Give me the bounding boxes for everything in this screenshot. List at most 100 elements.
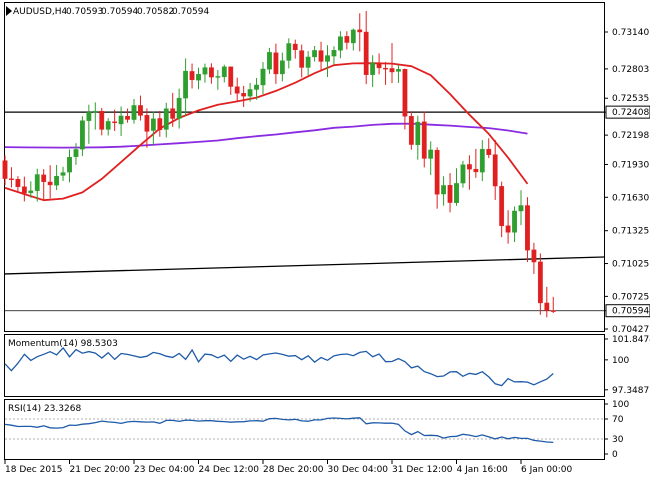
candle-body: [99, 110, 105, 130]
candle-body: [92, 110, 98, 113]
candle: [215, 69, 221, 90]
candle: [176, 88, 182, 129]
candle: [196, 67, 201, 90]
candle-body: [208, 67, 214, 78]
time-tick-label: 31 Dec 12:00: [392, 465, 453, 475]
candle-body: [544, 302, 550, 311]
candle-body: [21, 186, 27, 194]
candle-body: [221, 66, 227, 78]
candle-body: [86, 112, 92, 121]
candle: [170, 92, 176, 127]
candle-body: [2, 160, 8, 179]
candle: [376, 53, 382, 75]
price-axis: 0.73140 0.72803 0.72535 0.72408 0.72198 0.719…: [604, 28, 650, 335]
price-tick-label: 0.70594: [612, 307, 649, 317]
candle: [467, 155, 472, 190]
ohlc-low: 0.70582: [137, 7, 174, 17]
candle: [99, 107, 105, 136]
candle-body: [492, 154, 498, 187]
candle-body: [473, 168, 479, 173]
candle: [383, 61, 388, 85]
candles: [2, 10, 556, 318]
candle-body: [54, 175, 60, 186]
rsi-series: [4, 417, 554, 444]
momentum-pane: 101.8474 100 97.3487 Momentum(14) 98.5303: [4, 334, 650, 397]
candle-body: [312, 50, 317, 58]
candle: [202, 63, 208, 83]
candle-body: [376, 62, 382, 69]
candle: [67, 149, 72, 183]
candle-body: [550, 310, 556, 312]
candle-body: [363, 31, 369, 75]
candle-body: [370, 62, 376, 75]
candle: [447, 173, 453, 213]
candle-body: [441, 185, 446, 195]
candle-body: [286, 43, 292, 61]
momentum-tick-label: 100: [612, 356, 629, 366]
candle: [363, 10, 369, 85]
price-tick-label: 0.71325: [612, 227, 649, 237]
time-tick-label: 6 Jan 00:00: [521, 465, 573, 475]
candle-body: [396, 69, 401, 72]
candle-body: [79, 120, 85, 150]
price-tick-label: 0.72803: [612, 65, 649, 75]
momentum-tick-label: 97.3487: [612, 386, 649, 396]
candle: [279, 52, 285, 82]
candle-body: [273, 52, 279, 75]
candle: [260, 62, 266, 94]
candle-body: [189, 71, 195, 81]
candle: [299, 44, 305, 78]
price-tick-label: 0.72535: [612, 94, 649, 104]
candle-body: [202, 67, 208, 75]
moving-averages: [4, 62, 529, 202]
candle-body: [150, 118, 156, 131]
rsi-line: [4, 417, 554, 444]
momentum-line: [4, 346, 554, 387]
momentum-series: [4, 346, 554, 387]
time-tick-label: 28 Dec 20:00: [263, 465, 324, 475]
candle: [402, 68, 408, 130]
candle: [544, 286, 550, 318]
candle: [15, 176, 21, 192]
rsi-pane: 100 70 30 0 RSI(14) 23.3268: [4, 399, 629, 460]
candle-body: [318, 50, 324, 62]
ohlc-high: 0.70594: [101, 7, 138, 17]
level-price-box: [605, 105, 650, 119]
candle-body: [292, 43, 298, 51]
candle: [131, 98, 137, 124]
candle: [312, 46, 317, 62]
candle-body: [41, 174, 47, 182]
candle-body: [131, 105, 137, 120]
candle: [357, 13, 363, 52]
rsi-title: RSI(14) 23.3268: [8, 404, 81, 414]
momentum-pane-frame: [4, 334, 605, 397]
candle-body: [125, 116, 130, 120]
candle-body: [112, 121, 118, 124]
candle: [60, 166, 66, 181]
candle-body: [434, 150, 440, 195]
candle: [228, 66, 234, 95]
candle-body: [176, 97, 182, 119]
candle: [208, 63, 214, 84]
candle-body: [73, 149, 79, 157]
candle-body: [518, 205, 524, 212]
price-tick-label: 0.70725: [612, 292, 649, 302]
candle: [54, 165, 60, 191]
candle: [505, 210, 511, 244]
candle-body: [499, 186, 505, 226]
candle: [144, 108, 150, 148]
candle-body: [350, 29, 356, 44]
candle: [189, 63, 195, 89]
candle: [408, 111, 414, 150]
candle: [389, 43, 395, 84]
candle-body: [118, 115, 124, 125]
candle-body: [408, 116, 414, 145]
candle-body: [15, 179, 21, 187]
candle: [479, 140, 485, 182]
candle: [105, 118, 111, 136]
symbol-label: AUDUSD,H4: [13, 7, 68, 17]
candle-body: [260, 68, 266, 86]
candle-body: [512, 210, 517, 233]
candle: [396, 65, 401, 83]
